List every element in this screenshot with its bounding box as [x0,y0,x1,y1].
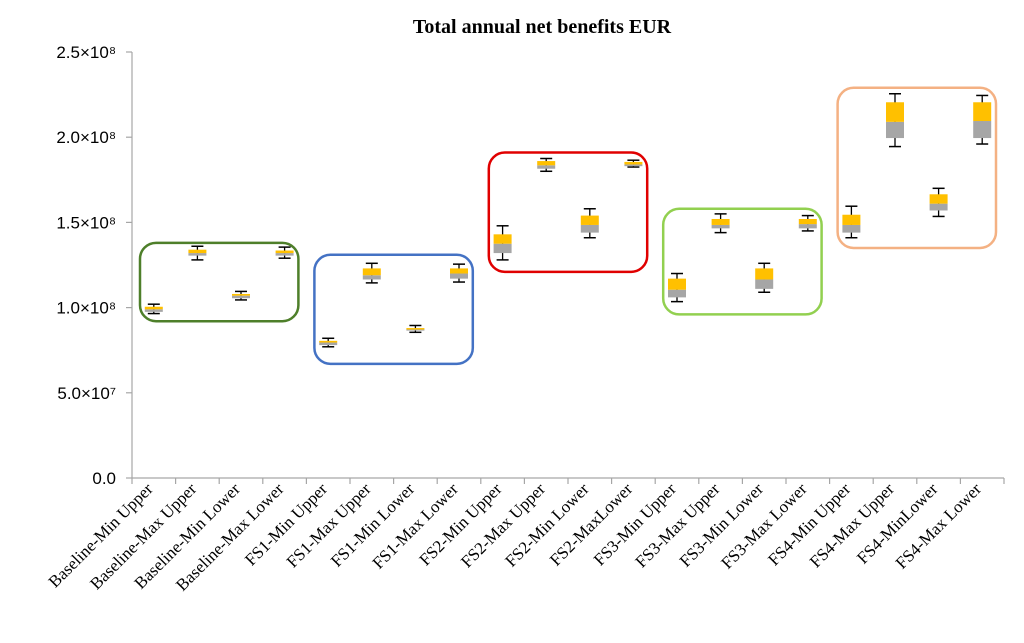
box-upper-segment [275,250,294,254]
box-upper-segment [493,234,512,244]
box-6 [362,262,381,284]
box-upper-segment [755,268,774,280]
box-12 [624,159,643,168]
box-lower-segment [668,289,686,298]
box-lower-segment [144,309,163,312]
box-upper-segment [537,161,556,166]
box-upper-segment [144,306,163,310]
box-5 [319,337,338,348]
box-9 [493,225,512,261]
box-lower-segment [624,164,643,167]
box-8 [450,263,468,283]
y-tick-label: 1.0×10⁸ [56,299,116,318]
box-upper-segment [450,268,468,274]
group-frame-fs3 [661,207,823,316]
box-upper-segment [886,102,904,122]
box-lower-segment [711,224,730,229]
box-upper-segment [711,218,730,225]
box-1 [144,303,163,315]
y-tick-label: 5.0×10⁷ [57,384,116,403]
box-lower-segment [319,342,338,346]
box-20 [973,94,992,145]
y-tick-label: 0.0 [92,469,116,488]
y-tick-label: 2.5×10⁸ [56,43,116,62]
box-lower-segment [406,328,425,331]
box-11 [580,208,599,239]
box-lower-segment [842,224,861,233]
box-lower-segment [973,121,992,139]
box-2 [188,245,207,261]
box-upper-segment [798,218,817,225]
box-lower-segment [450,273,468,279]
box-17 [842,205,861,239]
box-lower-segment [232,295,250,299]
box-upper-segment [188,249,207,254]
box-lower-segment [188,253,207,256]
box-19 [929,187,948,218]
box-lower-segment [362,275,381,280]
box-10 [537,157,556,173]
box-lower-segment [886,121,904,139]
group-frame-fs1 [313,253,475,366]
box-upper-segment [580,215,599,225]
box-upper-segment [624,161,643,165]
box-15 [755,262,774,294]
box-upper-segment [929,194,948,204]
y-tick-label: 2.0×10⁸ [56,128,116,147]
box-7 [406,324,425,334]
box-upper-segment [842,214,861,225]
box-13 [668,272,686,303]
y-tick-label: 1.5×10⁸ [56,213,116,232]
box-16 [798,214,817,232]
box-4 [275,246,294,259]
box-upper-segment [973,102,992,122]
box-14 [711,213,730,234]
box-lower-segment [580,224,599,233]
box-upper-segment [319,340,338,343]
chart-title: Total annual net benefits EUR [413,16,672,38]
box-lower-segment [929,203,948,211]
box-upper-segment [406,328,425,330]
box-3 [232,290,250,301]
box-18 [886,92,904,148]
box-upper-segment [668,278,686,290]
group-frame-fs2 [487,151,649,274]
box-upper-segment [232,293,250,296]
box-lower-segment [755,279,774,289]
box-lower-segment [537,165,556,169]
box-lower-segment [275,253,294,256]
box-upper-segment [362,268,381,276]
group-frame-baseline [138,241,300,323]
group-frame-fs4 [836,86,998,250]
box-lower-segment [493,243,512,254]
box-lower-segment [798,224,817,229]
